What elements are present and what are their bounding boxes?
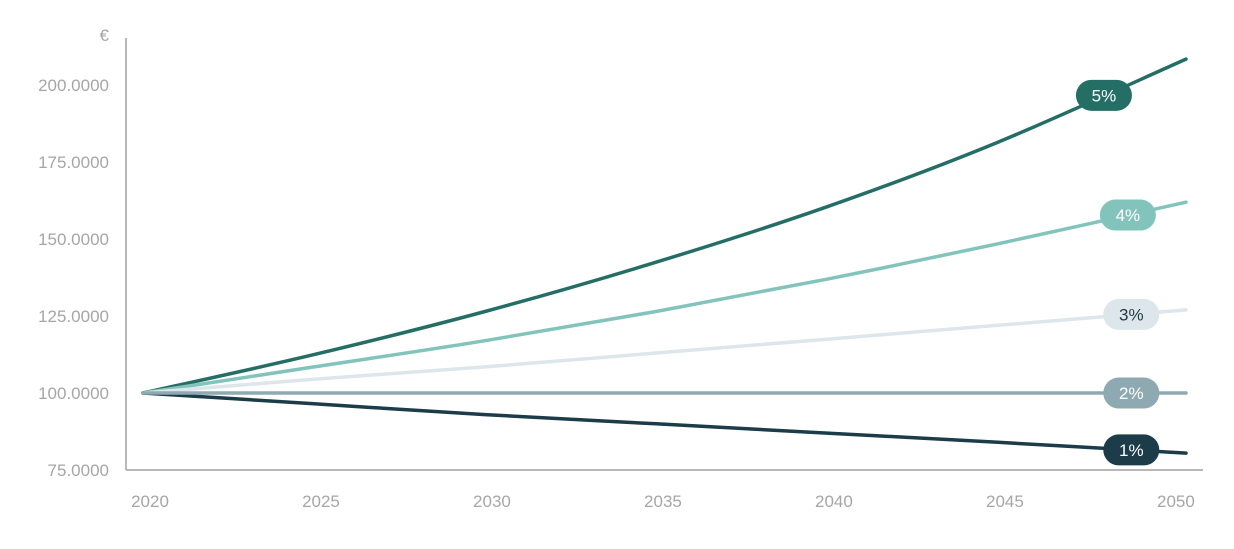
series-label-text: 2% <box>1119 384 1144 403</box>
y-axis: €75.0000 100.0000 125.0000 150.0000 175.0000… <box>38 26 127 480</box>
series-label-pill <box>1103 434 1160 466</box>
series-label-1pct: 1% <box>1103 434 1160 466</box>
series-line-3pct <box>141 308 1188 395</box>
series-label-pill <box>1099 199 1156 231</box>
x-tick-label: 2020 <box>131 492 169 511</box>
series-label-4pct: 4% <box>1099 199 1156 231</box>
series-label-text: 5% <box>1092 86 1117 105</box>
y-tick-label: 150.0000 <box>38 230 109 249</box>
series-label-text: 3% <box>1119 305 1144 324</box>
x-tick-label: 2040 <box>815 492 853 511</box>
series-label-5pct: 5% <box>1075 79 1132 111</box>
y-tick-label: 200.0000 <box>38 76 109 95</box>
x-tick-label: 2035 <box>644 492 682 511</box>
x-tick-label: 2025 <box>302 492 340 511</box>
series-line-1pct <box>141 391 1188 455</box>
series-lines <box>141 57 1188 455</box>
y-axis-unit-label: € <box>100 26 110 45</box>
y-tick-label: 75.0000 <box>48 461 109 480</box>
y-tick-label: 125.0000 <box>38 307 109 326</box>
series-label-text: 1% <box>1119 441 1144 460</box>
x-tick-label: 2045 <box>986 492 1024 511</box>
series-label-pill <box>1103 298 1160 330</box>
series-label-text: 4% <box>1116 206 1141 225</box>
series-labels: 5% 4% 3% 2% 1% <box>1075 79 1160 466</box>
series-label-pill <box>1075 79 1132 111</box>
series-line-5pct <box>141 57 1188 395</box>
y-tick-label: 100.0000 <box>38 384 109 403</box>
y-tick-label: 175.0000 <box>38 153 109 172</box>
x-tick-label: 2050 <box>1157 492 1195 511</box>
series-label-pill <box>1103 377 1160 409</box>
x-axis: 2020 2025 2030 2035 2040 2045 2050 <box>126 469 1203 511</box>
series-label-2pct: 2% <box>1103 377 1160 409</box>
series-line-4pct <box>141 200 1188 395</box>
x-tick-label: 2030 <box>473 492 511 511</box>
series-label-3pct: 3% <box>1103 298 1160 330</box>
